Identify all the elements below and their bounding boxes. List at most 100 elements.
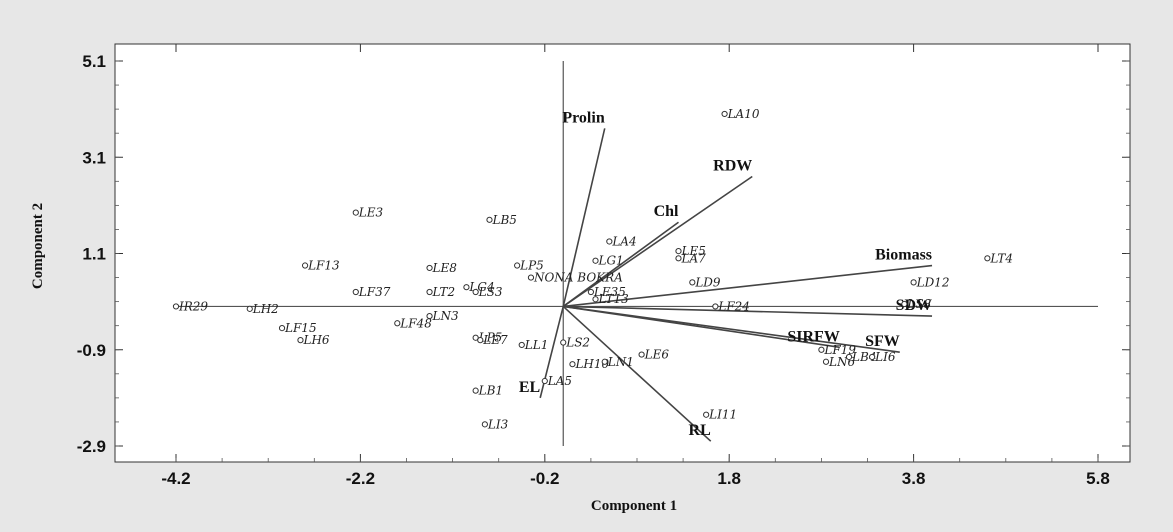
y-tick-label: 3.1 — [82, 148, 106, 167]
x-tick-label: -0.2 — [530, 469, 559, 488]
data-point — [845, 353, 853, 361]
y-tick-label: -2.9 — [77, 437, 106, 456]
data-point — [426, 312, 433, 320]
point-label: LH10 — [574, 357, 609, 371]
y-axis-title: Component 2 — [30, 203, 46, 289]
loading-vector-prolin — [562, 128, 606, 307]
x-tick-label: 5.8 — [1086, 469, 1110, 488]
data-point — [394, 320, 401, 327]
data-point — [592, 296, 599, 303]
point-label: LP5 — [478, 331, 503, 345]
data-point — [818, 346, 825, 353]
data-point — [518, 341, 525, 349]
data-point — [541, 377, 548, 385]
data-point — [486, 216, 493, 223]
x-axis-title: Component 1 — [591, 498, 677, 514]
point-label: LL1 — [524, 338, 549, 352]
x-tick-label: -4.2 — [161, 469, 190, 488]
data-point — [675, 247, 682, 255]
loading-vector-rl — [562, 305, 712, 442]
variable-label: SIRFW — [787, 328, 839, 345]
point-label: LH6 — [302, 333, 329, 347]
data-point — [869, 353, 876, 361]
point-label: LP5 — [519, 259, 544, 273]
point-label: LI3 — [487, 417, 509, 431]
data-point — [901, 300, 908, 308]
point-label: LE8 — [432, 261, 458, 275]
data-point — [463, 284, 470, 291]
point-label: LE3 — [358, 206, 384, 220]
y-tick-label: 5.1 — [82, 52, 106, 71]
variable-label: Prolin — [562, 109, 604, 126]
data-point — [560, 339, 567, 346]
point-label: LF15 — [284, 321, 317, 335]
point-label: LN1 — [607, 355, 634, 369]
point-label: LA4 — [611, 234, 636, 248]
variable-label: Biomass — [875, 247, 932, 264]
variable-label: Chl — [654, 203, 679, 220]
loading-vector-chl — [562, 221, 679, 308]
point-label: LA5 — [547, 374, 572, 388]
data-point — [606, 238, 613, 245]
x-tick-label: 1.8 — [717, 469, 741, 488]
data-point — [246, 305, 253, 312]
data-point — [172, 303, 180, 310]
x-tick-label: 3.8 — [902, 469, 926, 488]
point-label: LF24 — [717, 299, 750, 313]
point-label: LE6 — [644, 348, 670, 362]
data-point — [481, 421, 488, 428]
data-point — [472, 334, 479, 341]
data-point — [352, 209, 359, 216]
point-label: LF13 — [307, 259, 340, 273]
data-point — [822, 358, 830, 365]
data-point — [569, 361, 576, 368]
data-point — [352, 288, 359, 296]
point-label: IR29 — [178, 299, 208, 313]
data-point — [297, 337, 304, 344]
point-label: LT4 — [989, 251, 1013, 265]
point-label: LG1 — [598, 254, 624, 268]
point-label: LS3 — [478, 285, 503, 299]
data-point — [592, 257, 599, 264]
variable-label: EL — [519, 379, 540, 396]
data-point — [984, 255, 991, 262]
axes-layer: -4.2 -2.2 -0.2 1.8 3.8 5.8 5.1 3.1 1.1 -0.9 -2.9 — [77, 44, 1130, 488]
loading-vector-rdw — [562, 175, 753, 308]
data-point — [278, 324, 286, 332]
variable-label: RDW — [713, 158, 752, 175]
point-label: LF37 — [358, 285, 391, 299]
point-label: LF48 — [399, 316, 432, 330]
y-tick-label: 1.1 — [82, 245, 106, 264]
data-point — [712, 303, 719, 310]
point-label: LS2 — [565, 336, 590, 350]
point-label: LE7 — [482, 333, 508, 347]
point-label: NONA BOKRA — [533, 271, 623, 285]
point-label: LF19 — [823, 343, 856, 357]
point-label: LI6 — [874, 350, 896, 364]
point-label: LH2 — [252, 302, 279, 316]
data-point — [721, 110, 728, 118]
point-label: LA10 — [727, 107, 760, 121]
loading-vector-sirfw — [563, 305, 840, 349]
data-point — [514, 262, 521, 269]
data-point — [703, 411, 710, 418]
data-point — [426, 288, 433, 296]
data-point — [675, 255, 682, 262]
loading-vector-biomass — [563, 264, 933, 308]
point-label: LD9 — [694, 275, 721, 289]
data-point — [638, 351, 645, 358]
point-label: LE5 — [680, 244, 705, 258]
point-label: LS8 — [906, 297, 931, 311]
point-label: LT2 — [432, 285, 456, 299]
point-label: LD12 — [916, 275, 950, 289]
point-label: LI11 — [708, 408, 737, 422]
data-point — [301, 262, 309, 269]
data-point — [601, 358, 608, 365]
point-label: LB1 — [478, 384, 503, 398]
data-point — [477, 337, 484, 344]
variable-label: SFW — [865, 333, 900, 350]
point-label: LE35 — [593, 285, 626, 299]
